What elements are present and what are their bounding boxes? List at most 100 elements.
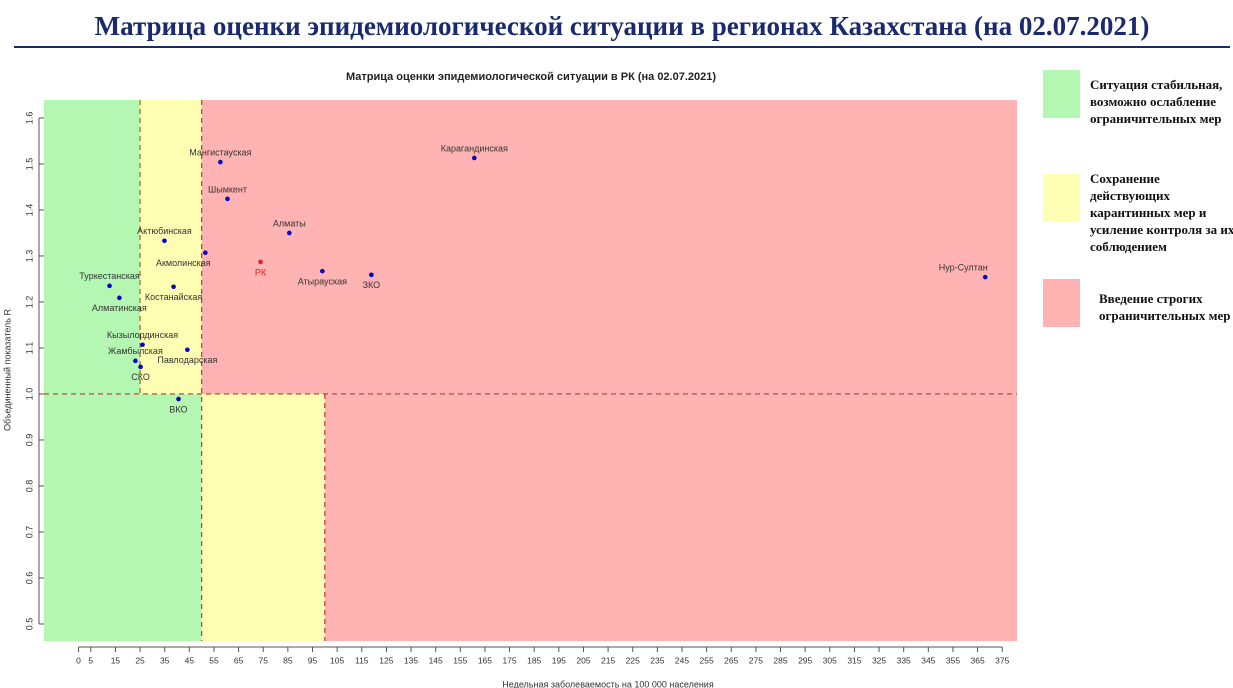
y-tick-label: 0.9 xyxy=(24,434,34,447)
point-label: Акмолинская xyxy=(156,258,211,268)
x-tick-label: 135 xyxy=(404,655,418,665)
x-tick-label: 265 xyxy=(724,655,738,665)
x-tick-label: 25 xyxy=(135,655,145,665)
y-axis-label: Объединенный показатель R xyxy=(2,309,12,432)
y-tick-label: 1.5 xyxy=(24,158,34,171)
point-label: Костанайская xyxy=(145,292,202,302)
legend-text: Ситуация стабильная, возможно ослабление… xyxy=(1090,77,1223,126)
x-tick-label: 5 xyxy=(88,655,93,665)
y-tick-label: 0.7 xyxy=(24,526,34,539)
y-tick-label: 1.4 xyxy=(24,204,34,217)
x-tick-label: 35 xyxy=(160,655,170,665)
x-tick-label: 155 xyxy=(453,655,467,665)
x-tick-label: 215 xyxy=(601,655,615,665)
y-tick-label: 1.2 xyxy=(24,296,34,309)
x-tick-label: 65 xyxy=(234,655,244,665)
x-tick-label: 315 xyxy=(847,655,861,665)
point xyxy=(162,238,167,244)
y-tick-label: 1.3 xyxy=(24,250,34,263)
point-label: Алматинская xyxy=(92,303,147,313)
x-tick-label: 325 xyxy=(872,655,886,665)
x-tick-label: 175 xyxy=(502,655,516,665)
legend-swatch xyxy=(1043,279,1080,327)
x-tick-label: 345 xyxy=(921,655,935,665)
point xyxy=(369,272,374,278)
point-label: Павлодарская xyxy=(157,355,217,365)
point xyxy=(185,347,190,353)
x-tick-label: 235 xyxy=(650,655,664,665)
zone xyxy=(324,393,1017,641)
chart-title: Матрица оценки эпидемиологической ситуац… xyxy=(346,71,716,83)
legend-text: Введение строгих ограничительных мер xyxy=(1099,291,1231,323)
point xyxy=(176,396,181,402)
point-label: ЗКО xyxy=(363,280,381,290)
point xyxy=(107,283,112,289)
x-tick-label: 335 xyxy=(897,655,911,665)
point xyxy=(287,230,292,236)
y-tick-label: 0.5 xyxy=(24,618,34,631)
x-axis-label: Недельная заболеваемость на 100 000 насе… xyxy=(502,679,714,688)
point xyxy=(472,155,477,161)
x-tick-label: 185 xyxy=(527,655,541,665)
x-tick-label: 305 xyxy=(823,655,837,665)
point-label: СКО xyxy=(131,372,150,382)
point xyxy=(140,342,145,348)
zone xyxy=(44,100,141,394)
zone xyxy=(201,393,325,641)
x-tick-label: 225 xyxy=(626,655,640,665)
point-label: РК xyxy=(255,267,267,277)
zone xyxy=(44,393,202,641)
point xyxy=(133,358,138,364)
point xyxy=(218,159,223,165)
y-tick-label: 0.6 xyxy=(24,572,34,585)
y-tick-label: 1.6 xyxy=(24,112,34,125)
x-tick-label: 165 xyxy=(478,655,492,665)
legend-text: Сохранение действующих карантинных мер и… xyxy=(1090,171,1233,254)
point xyxy=(258,259,263,265)
x-tick-label: 245 xyxy=(675,655,689,665)
x-tick-label: 125 xyxy=(379,655,393,665)
point xyxy=(171,284,176,290)
point-label: Нур-Султан xyxy=(939,262,988,272)
x-tick-label: 85 xyxy=(283,655,293,665)
point-label: Актюбинская xyxy=(137,226,192,236)
x-tick-label: 55 xyxy=(209,655,219,665)
x-tick-label: 15 xyxy=(111,655,121,665)
zone xyxy=(140,100,202,394)
point xyxy=(138,364,143,370)
x-tick-label: 115 xyxy=(355,655,369,665)
point xyxy=(117,295,122,301)
x-tick-label: 275 xyxy=(749,655,763,665)
point-label: Алматы xyxy=(273,218,306,228)
slide-title: Матрица оценки эпидемиологической ситуац… xyxy=(95,11,1150,41)
point-label: ВКО xyxy=(169,404,187,414)
point xyxy=(225,196,230,202)
point-label: Кызылординская xyxy=(107,330,178,340)
x-tick-label: 45 xyxy=(185,655,195,665)
point xyxy=(982,274,988,280)
point-label: Атырауская xyxy=(298,277,347,287)
zone xyxy=(201,100,1017,394)
x-tick-label: 375 xyxy=(995,655,1009,665)
x-tick-label: 0 xyxy=(76,655,81,665)
x-tick-label: 205 xyxy=(576,655,590,665)
x-tick-label: 295 xyxy=(798,655,812,665)
point-label: Шымкент xyxy=(208,184,247,194)
x-tick-label: 255 xyxy=(700,655,714,665)
legend-swatch xyxy=(1043,174,1080,222)
x-tick-label: 195 xyxy=(552,655,566,665)
point-label: Мангистауская xyxy=(189,147,251,157)
x-tick-label: 355 xyxy=(946,655,960,665)
x-tick-label: 75 xyxy=(258,655,268,665)
x-tick-label: 285 xyxy=(773,655,787,665)
x-tick-label: 95 xyxy=(308,655,318,665)
point xyxy=(320,268,325,274)
point xyxy=(203,250,208,256)
point-label: Карагандинская xyxy=(441,143,508,153)
x-tick-label: 145 xyxy=(429,655,443,665)
y-tick-label: 0.8 xyxy=(24,480,34,493)
x-tick-label: 105 xyxy=(330,655,344,665)
y-tick-label: 1.0 xyxy=(24,388,34,401)
